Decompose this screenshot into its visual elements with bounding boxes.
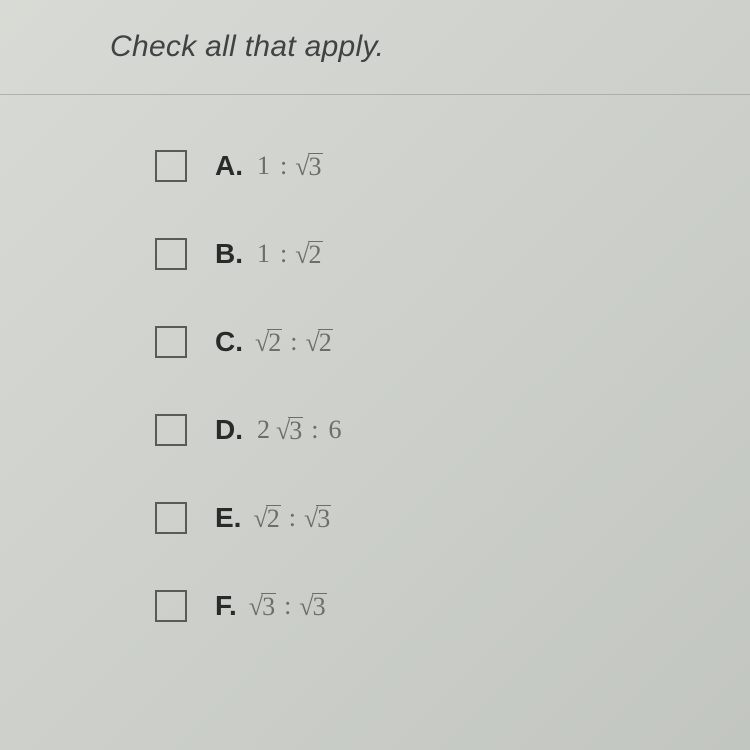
option-f: F. √3 : √3: [155, 590, 750, 622]
option-expression: √3 : √3: [247, 591, 329, 621]
question-prompt: Check all that apply.: [0, 30, 750, 94]
sqrt-icon: √3: [276, 417, 303, 444]
option-expression: √2 : √3: [251, 503, 333, 533]
option-a: A. 1 : √3: [155, 150, 750, 182]
left-coef: 1: [257, 151, 270, 181]
left-coef: 1: [257, 239, 270, 269]
sqrt-icon: √2: [253, 505, 280, 532]
option-label: C.: [215, 326, 243, 358]
checkbox-d[interactable]: [155, 414, 187, 446]
colon: :: [280, 151, 287, 181]
left-coef: 2: [257, 415, 270, 445]
checkbox-a[interactable]: [155, 150, 187, 182]
colon: :: [290, 327, 297, 357]
divider: [0, 94, 750, 95]
checkbox-e[interactable]: [155, 502, 187, 534]
option-label: A.: [215, 150, 243, 182]
option-expression: 1 : √2: [253, 239, 325, 269]
sqrt-icon: √3: [299, 593, 326, 620]
sqrt-icon: √3: [295, 153, 322, 180]
sqrt-icon: √2: [255, 329, 282, 356]
option-label: E.: [215, 502, 241, 534]
sqrt-icon: √3: [249, 593, 276, 620]
checkbox-c[interactable]: [155, 326, 187, 358]
colon: :: [289, 503, 296, 533]
checkbox-b[interactable]: [155, 238, 187, 270]
option-label: D.: [215, 414, 243, 446]
option-label: B.: [215, 238, 243, 270]
options-list: A. 1 : √3 B. 1 : √2 C. √2 : √2 D. 2 √3 :: [0, 150, 750, 622]
option-label: F.: [215, 590, 237, 622]
colon: :: [280, 239, 287, 269]
colon: :: [311, 415, 318, 445]
sqrt-icon: √3: [304, 505, 331, 532]
option-d: D. 2 √3 : 6: [155, 414, 750, 446]
checkbox-f[interactable]: [155, 590, 187, 622]
option-e: E. √2 : √3: [155, 502, 750, 534]
option-c: C. √2 : √2: [155, 326, 750, 358]
colon: :: [284, 591, 291, 621]
option-b: B. 1 : √2: [155, 238, 750, 270]
sqrt-icon: √2: [306, 329, 333, 356]
right-coef: 6: [329, 415, 342, 445]
option-expression: 1 : √3: [253, 151, 325, 181]
option-expression: √2 : √2: [253, 327, 335, 357]
sqrt-icon: √2: [295, 241, 322, 268]
option-expression: 2 √3 : 6: [253, 415, 346, 445]
